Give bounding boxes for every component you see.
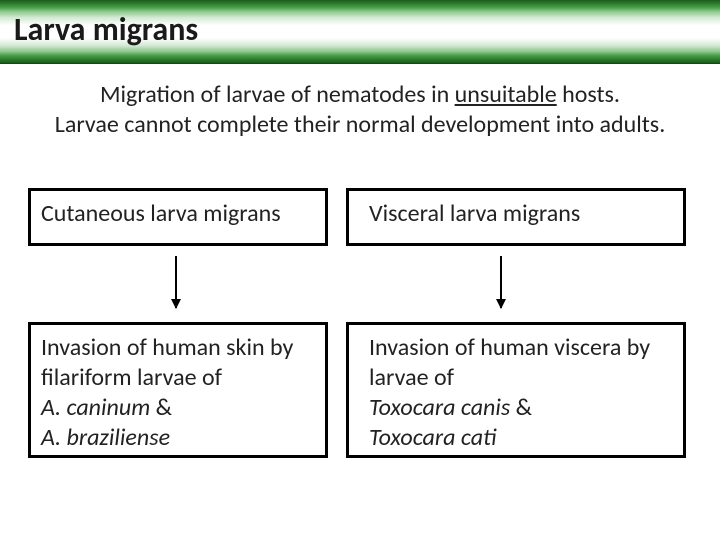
box-cutaneous-detail: Invasion of human skin by filariform lar… bbox=[28, 322, 328, 458]
amp-2: & bbox=[510, 393, 532, 422]
intro-line1-post: hosts. bbox=[557, 80, 620, 109]
species-toxocara-cati: Toxocara cati bbox=[369, 423, 496, 452]
visceral-detail-text: Invasion of human viscera by larvae of bbox=[369, 333, 650, 392]
intro-line1-underlined: unsuitable bbox=[455, 80, 557, 109]
arrow-right bbox=[500, 256, 502, 308]
species-toxocara-canis: Toxocara canis bbox=[369, 393, 510, 422]
box-cutaneous-label: Cutaneous larva migrans bbox=[41, 199, 281, 228]
box-visceral-label: Visceral larva migrans bbox=[369, 199, 580, 228]
box-cutaneous: Cutaneous larva migrans bbox=[28, 188, 328, 246]
cutaneous-detail-text: Invasion of human skin by filariform lar… bbox=[41, 333, 293, 392]
arrow-left bbox=[175, 256, 177, 308]
box-visceral: Visceral larva migrans bbox=[346, 188, 686, 246]
intro-line1-pre: Migration of larvae of nematodes in bbox=[100, 80, 455, 109]
species-a-caninum: A. caninum bbox=[41, 393, 150, 422]
intro-line2: Larvae cannot complete their normal deve… bbox=[55, 110, 666, 139]
intro-text: Migration of larvae of nematodes in unsu… bbox=[24, 80, 696, 140]
box-visceral-detail: Invasion of human viscera by larvae of T… bbox=[346, 322, 686, 458]
slide-title: Larva migrans bbox=[14, 10, 198, 49]
amp-1: & bbox=[150, 393, 172, 422]
species-a-braziliense: A. braziliense bbox=[41, 423, 170, 452]
title-bar: Larva migrans bbox=[0, 0, 720, 64]
